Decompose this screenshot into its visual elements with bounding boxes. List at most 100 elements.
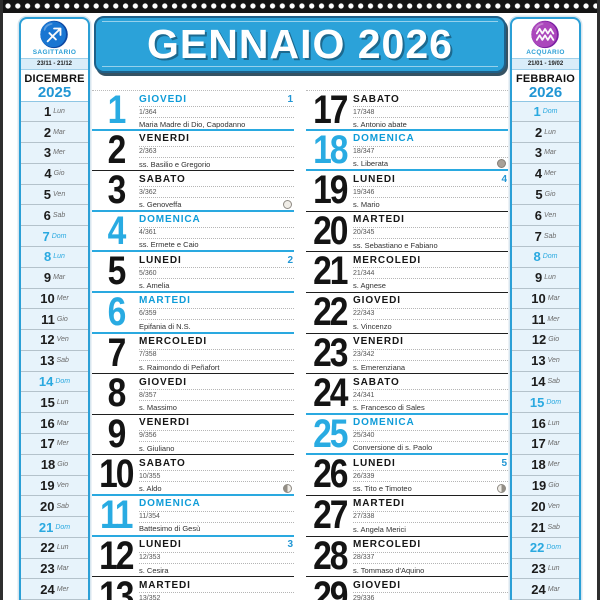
day-number-text: 28	[312, 533, 348, 578]
saint-line: s. Raimondo di Peñafort	[139, 361, 294, 373]
sidebar-month-name: FEBBRAIO	[515, 72, 576, 85]
sidebar-day-row: 15 Dom	[512, 392, 579, 414]
day-number: 21	[306, 251, 353, 292]
sidebar-day-number: 1	[44, 103, 52, 119]
sidebar-day-abbr: Ven	[56, 481, 69, 489]
saint-line: ss. Basilio e Gregorio	[139, 158, 294, 170]
saint-line: s. Genoveffa	[139, 198, 294, 209]
sidebar-day-number: 15	[40, 394, 55, 410]
sidebar-day-abbr: Ven	[547, 357, 560, 365]
sidebar-day-number: 2	[535, 124, 543, 140]
day-number-text: 2	[107, 127, 126, 172]
saint-name: s. Massimo	[139, 403, 177, 413]
day-of-year: 8/357	[139, 390, 294, 402]
saint-line: s. Agnese	[353, 279, 508, 291]
day-details: VENERDI 23/342 s. Emerenziana	[353, 334, 508, 374]
saint-name: s. Emerenziana	[353, 362, 406, 372]
day-details: MARTEDI 6/359 Epifania di N.S.	[139, 293, 294, 332]
weekday-name: LUNEDI	[139, 539, 182, 551]
sidebar-day-number: 6	[534, 207, 543, 223]
sidebar-day-abbr: Gio	[57, 461, 69, 469]
saint-name: ss. Sebastiano e Fabiano	[353, 240, 438, 250]
day-number-text: 3	[107, 168, 126, 213]
day-details: DOMENICA 25/340 Conversione di s. Paolo	[353, 415, 508, 454]
saint-line: s. Cesira	[139, 564, 294, 576]
sidebar-day-number: 7	[534, 228, 542, 244]
sidebar-day-row: 22 Lun	[21, 538, 88, 559]
day-of-year: 22/343	[353, 309, 508, 320]
weekday-name: SABATO	[139, 173, 186, 185]
weekday-name: MERCOLEDI	[353, 539, 422, 551]
weekday-name: DOMENICA	[353, 133, 415, 145]
sidebar-day-number: 17	[531, 436, 546, 452]
day-header-line: MERCOLEDI	[139, 336, 294, 350]
day-row-4: 4 DOMENICA 4/361 ss. Ermete e Caio	[92, 211, 294, 253]
sidebar-day-row: 24 Mer	[21, 579, 88, 600]
sidebar-day-row: 12 Ven	[21, 330, 88, 351]
day-details: SABATO 10/355 s. Aldo	[139, 455, 294, 494]
sidebar-day-number: 22	[40, 540, 55, 556]
sidebar-day-abbr: Mer	[56, 440, 69, 448]
day-of-year: 11/354	[139, 512, 294, 523]
saint-name: ss. Tito e Timoteo	[353, 484, 412, 494]
sidebar-day-abbr: Dom	[546, 398, 562, 406]
sidebar-day-abbr: Mer	[547, 315, 560, 323]
weekday-name: DOMENICA	[353, 417, 415, 429]
saint-line: s. Mario	[353, 198, 508, 210]
day-number: 17	[306, 90, 353, 130]
sidebar-days-list: 1 Dom 2 Lun 3 Mar 4 Mer 5 Gio 6 Ven 7 Sab 8 Dom 9 Lun 10 Ma…	[512, 100, 579, 600]
day-number: 2	[92, 127, 139, 172]
day-number-text: 1	[107, 90, 126, 132]
saint-name: s. Mario	[353, 200, 380, 210]
day-row-12: 12 LUNEDI 3 12/353 s. Cesira	[92, 536, 294, 578]
day-of-year: 18/347	[353, 147, 508, 158]
sidebar-day-row: 13 Ven	[512, 351, 579, 372]
day-header-line: SABATO	[353, 377, 508, 391]
sidebar-day-abbr: Dom	[55, 523, 71, 531]
day-header-line: LUNEDI 2	[139, 255, 294, 269]
moon-last-icon	[283, 483, 292, 493]
sidebar-month-name: DICEMBRE	[24, 72, 85, 85]
week-number: 3	[287, 539, 293, 551]
day-number: 1	[92, 90, 139, 132]
sidebar-day-abbr: Mar	[56, 565, 69, 573]
sidebar-day-number: 4	[534, 166, 543, 182]
day-row-7: 7 MERCOLEDI 7/358 s. Raimondo di Peñafort	[92, 333, 294, 375]
sidebar-day-abbr: Lun	[547, 565, 560, 573]
day-header-line: SABATO	[139, 458, 294, 472]
sidebar-day-row: 1 Dom	[512, 102, 579, 123]
sidebar-day-number: 19	[531, 477, 547, 493]
sidebar-days-list: 1 Lun 2 Mar 3 Mer 4 Gio 5 Ven 6 Sab 7 Dom 8 Lun 9 Mar 10 Me…	[21, 100, 88, 600]
sidebar-day-number: 17	[40, 436, 55, 452]
sidebar-day-row: 2 Mar	[21, 122, 88, 144]
sidebar-day-number: 8	[533, 249, 541, 265]
sidebar-day-row: 13 Sab	[21, 351, 88, 372]
sidebar-day-row: 17 Mer	[21, 434, 88, 455]
weekday-name: MERCOLEDI	[139, 336, 208, 348]
sidebar-day-number: 5	[535, 187, 543, 203]
sidebar-day-row: 5 Ven	[21, 185, 88, 206]
weekday-name: MARTEDI	[353, 498, 405, 510]
saint-line: s. Giuliano	[139, 442, 294, 454]
sidebar-day-row: 18 Mer	[512, 455, 579, 476]
day-row-3: 3 SABATO 3/362 s. Genoveffa	[92, 168, 294, 213]
sidebar-day-row: 6 Sab	[21, 205, 88, 227]
weekday-name: MARTEDI	[139, 579, 191, 591]
day-of-year: 6/359	[139, 309, 294, 320]
week-number: 2	[287, 254, 293, 266]
sidebar-day-row: 7 Dom	[21, 226, 88, 247]
saint-name: s. Genoveffa	[139, 199, 182, 209]
sidebar-day-abbr: Lun	[56, 544, 69, 552]
sidebar-day-abbr: Ven	[544, 211, 557, 219]
sidebar-day-number: 9	[535, 270, 543, 286]
saint-name: s. Angela Merici	[353, 524, 406, 534]
sidebar-day-number: 2	[43, 124, 52, 140]
day-details: SABATO 17/348 s. Antonio abate	[353, 91, 508, 129]
day-of-year: 4/361	[139, 228, 294, 239]
weekday-name: MERCOLEDI	[353, 254, 422, 266]
sidebar-day-abbr: Lun	[56, 398, 69, 406]
days-column-right: 17 SABATO 17/348 s. Antonio abate 18 DOMENICA…	[306, 90, 508, 600]
day-of-year: 3/362	[139, 187, 294, 199]
sidebar-day-abbr: Mer	[53, 149, 66, 157]
